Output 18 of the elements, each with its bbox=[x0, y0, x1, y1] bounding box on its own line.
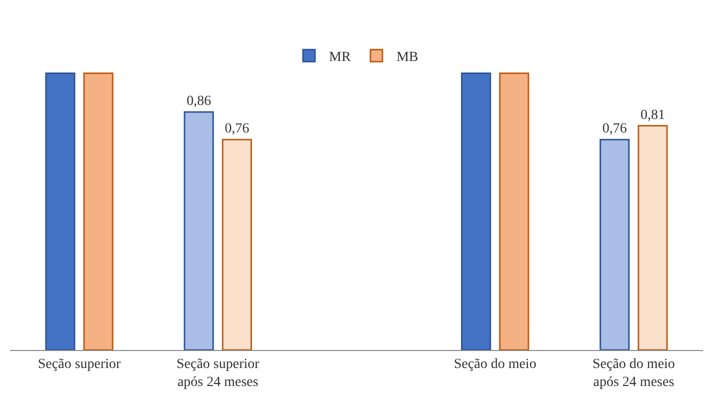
bar bbox=[638, 125, 668, 350]
x-tick-label: Seção superior após 24 meses bbox=[176, 356, 260, 390]
legend-label: MR bbox=[329, 50, 352, 66]
bar bbox=[461, 72, 492, 350]
bar bbox=[83, 72, 114, 350]
data-label: 0,81 bbox=[640, 108, 666, 123]
data-label: 0,86 bbox=[186, 94, 212, 109]
x-tick-label: Seção do meio após 24 meses bbox=[592, 356, 675, 390]
data-label: 0,76 bbox=[224, 122, 250, 137]
x-tick-label: Seção superior bbox=[38, 356, 122, 372]
bar bbox=[600, 138, 630, 350]
bar bbox=[184, 111, 214, 350]
data-label: 0,76 bbox=[602, 122, 627, 137]
bar bbox=[222, 138, 252, 350]
x-tick-label: Seção do meio bbox=[454, 356, 536, 372]
bar bbox=[499, 72, 530, 350]
bar bbox=[45, 72, 76, 350]
legend-label: MB bbox=[396, 50, 418, 66]
